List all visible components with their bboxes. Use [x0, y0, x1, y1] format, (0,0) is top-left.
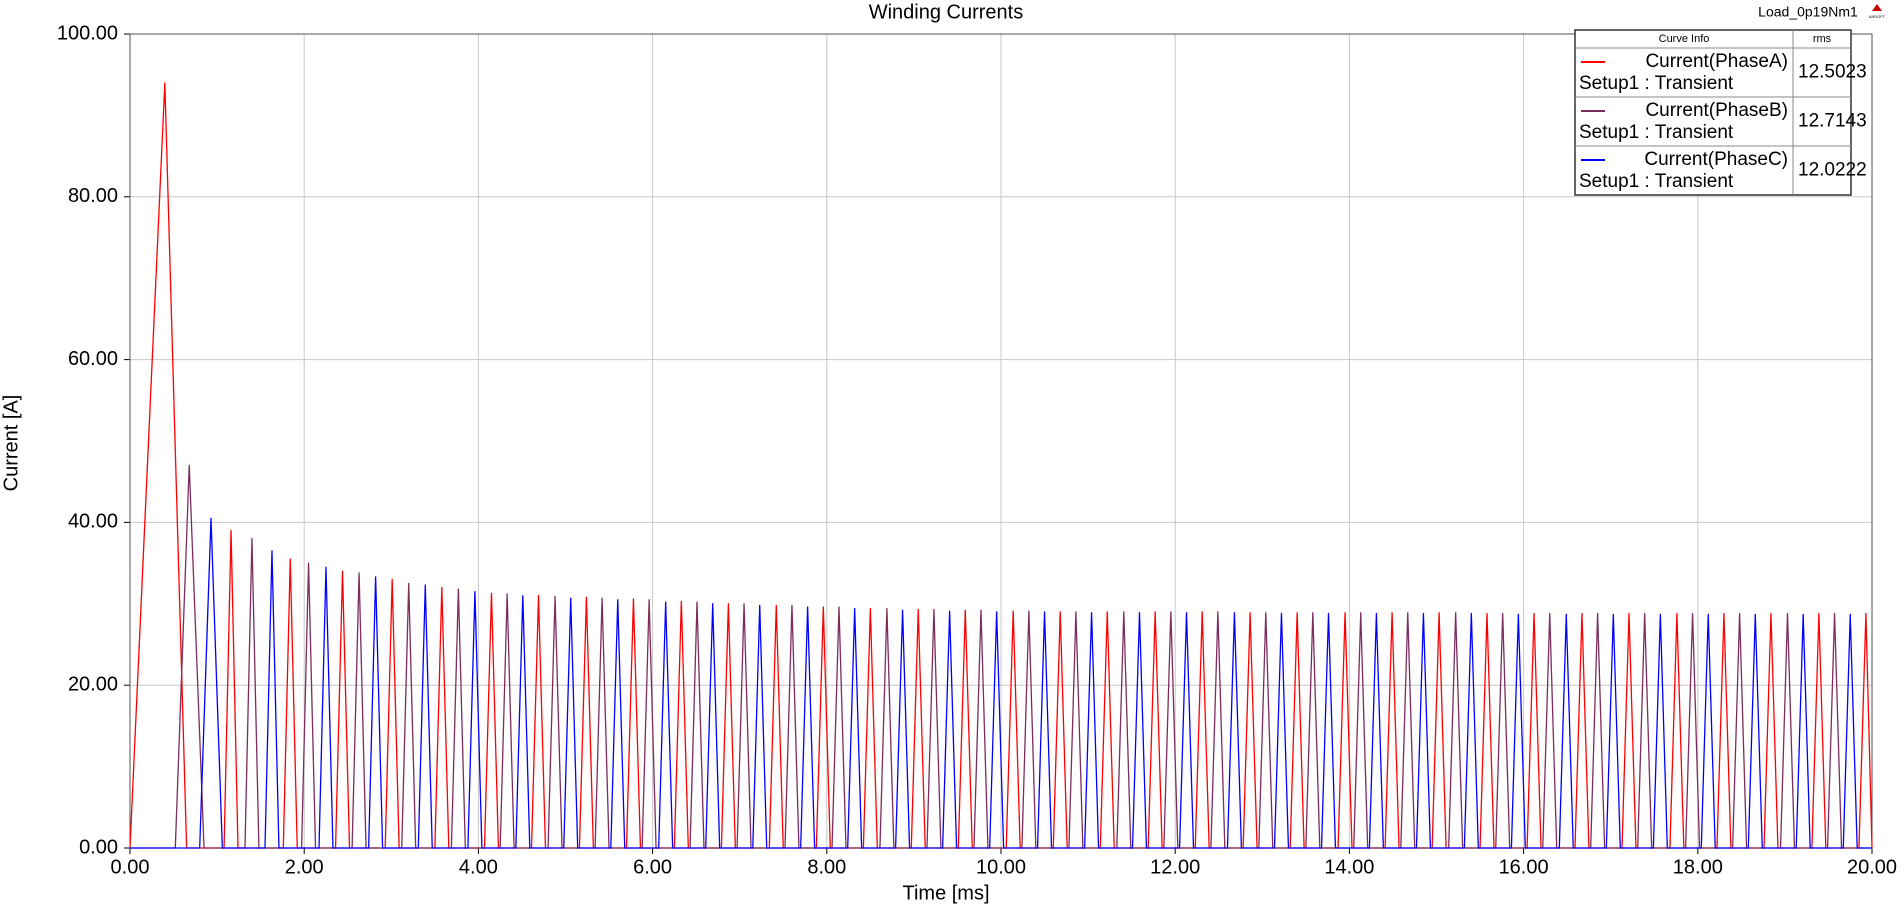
series-line — [130, 517, 1872, 849]
x-tick-label: 4.00 — [459, 856, 498, 878]
logo: ANSOFT — [1869, 14, 1886, 19]
x-tick-label: 20.00 — [1847, 856, 1897, 878]
x-tick-label: 0.00 — [111, 856, 150, 878]
legend-label: Current(PhaseA) — [1645, 51, 1788, 72]
legend-label: Current(PhaseB) — [1645, 100, 1788, 121]
corner-label: Load_0p19Nm1 — [1758, 4, 1858, 20]
y-axis-label: Current [A] — [0, 395, 22, 492]
x-tick-label: 10.00 — [976, 856, 1026, 878]
y-tick-label: 40.00 — [68, 511, 118, 533]
legend-setup: Setup1 : Transient — [1579, 73, 1734, 94]
y-tick-label: 20.00 — [68, 673, 118, 695]
legend-box — [1574, 29, 1852, 196]
legend-setup: Setup1 : Transient — [1579, 171, 1734, 192]
logo-icon — [1872, 4, 1882, 11]
series-line — [130, 464, 1872, 849]
x-axis-label: Time [ms] — [902, 882, 989, 904]
legend-rms: 12.0222 — [1798, 160, 1867, 181]
legend-rms: 12.5023 — [1798, 62, 1867, 83]
legend-label: Current(PhaseC) — [1644, 149, 1788, 170]
y-tick-label: 80.00 — [68, 185, 118, 207]
legend-setup: Setup1 : Transient — [1579, 122, 1734, 143]
y-tick-label: 60.00 — [68, 348, 118, 370]
chart-title: Winding Currents — [869, 1, 1024, 23]
legend-header: rms — [1813, 33, 1832, 45]
legend-header: Curve Info — [1659, 33, 1710, 45]
x-tick-label: 2.00 — [285, 856, 324, 878]
x-tick-label: 16.00 — [1499, 856, 1549, 878]
x-tick-label: 6.00 — [633, 856, 672, 878]
x-tick-label: 8.00 — [807, 856, 846, 878]
y-tick-label: 100.00 — [57, 22, 118, 44]
x-tick-label: 12.00 — [1150, 856, 1200, 878]
x-tick-label: 14.00 — [1324, 856, 1374, 878]
legend-rms: 12.7143 — [1798, 111, 1867, 132]
y-tick-label: 0.00 — [79, 836, 118, 858]
x-tick-label: 18.00 — [1673, 856, 1723, 878]
